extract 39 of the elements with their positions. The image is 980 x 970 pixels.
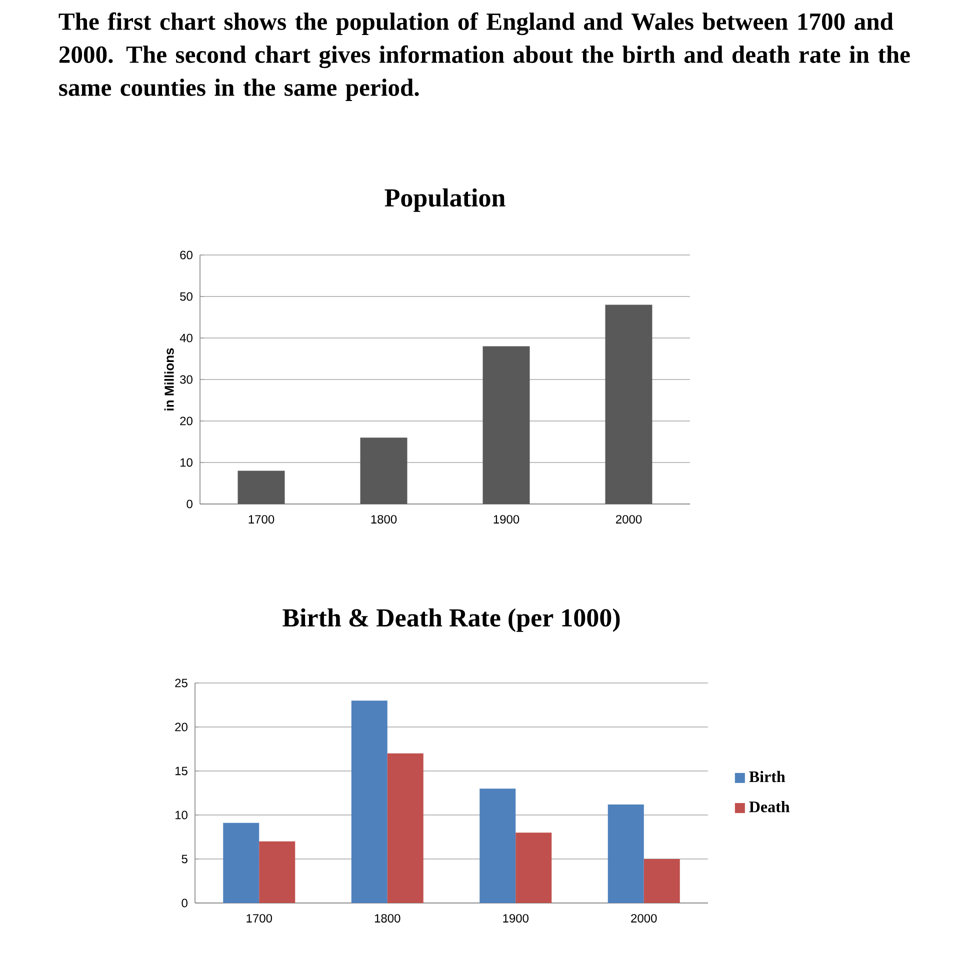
x-tick-label: 1800 bbox=[371, 515, 397, 524]
bar bbox=[644, 859, 680, 904]
y-tick-label: 25 bbox=[175, 678, 188, 688]
x-tick-label: 1900 bbox=[503, 914, 528, 923]
x-tick-label: 1700 bbox=[248, 515, 274, 524]
bar bbox=[387, 753, 424, 904]
y-tick-label: 0 bbox=[182, 898, 188, 908]
y-tick-label: 40 bbox=[180, 334, 192, 342]
y-tick-label: 10 bbox=[176, 810, 188, 820]
x-tick-label: 1700 bbox=[246, 914, 272, 923]
legend-label: Death bbox=[749, 801, 790, 812]
bar bbox=[605, 304, 652, 504]
chart-title: Population bbox=[384, 188, 506, 212]
y-tick-label: 30 bbox=[180, 375, 192, 384]
text: The first chart shows the population of England and Wales between 1700 and 2000. The second chart gives information about the birth and death rate in the same counties in the same period. bbox=[58, 12, 910, 101]
y-tick-label: 20 bbox=[180, 416, 192, 426]
bar bbox=[516, 832, 552, 904]
bar bbox=[259, 841, 296, 904]
y-axis-title: in Millions bbox=[164, 348, 174, 410]
bar bbox=[360, 438, 408, 504]
y-tick-label: 15 bbox=[176, 766, 188, 776]
bar bbox=[238, 470, 285, 504]
y-tick-label: 0 bbox=[186, 500, 192, 508]
bar bbox=[608, 804, 644, 904]
y-tick-label: 10 bbox=[180, 458, 192, 467]
bar bbox=[351, 700, 388, 904]
y-tick-label: 60 bbox=[180, 250, 192, 260]
bar bbox=[480, 788, 516, 904]
legend-label: Birth bbox=[749, 770, 786, 782]
y-tick-label: 5 bbox=[182, 854, 188, 864]
y-tick-label: 20 bbox=[175, 722, 188, 732]
bar bbox=[482, 346, 530, 504]
x-tick-label: 1900 bbox=[494, 515, 520, 524]
x-tick-label: 1800 bbox=[374, 914, 400, 923]
y-tick-label: 50 bbox=[180, 292, 192, 301]
x-tick-label: 2000 bbox=[631, 914, 657, 923]
x-tick-label: 2000 bbox=[616, 515, 642, 524]
bar bbox=[223, 822, 260, 904]
chart-title: Birth & Death Rate (per 1000) bbox=[282, 608, 620, 632]
